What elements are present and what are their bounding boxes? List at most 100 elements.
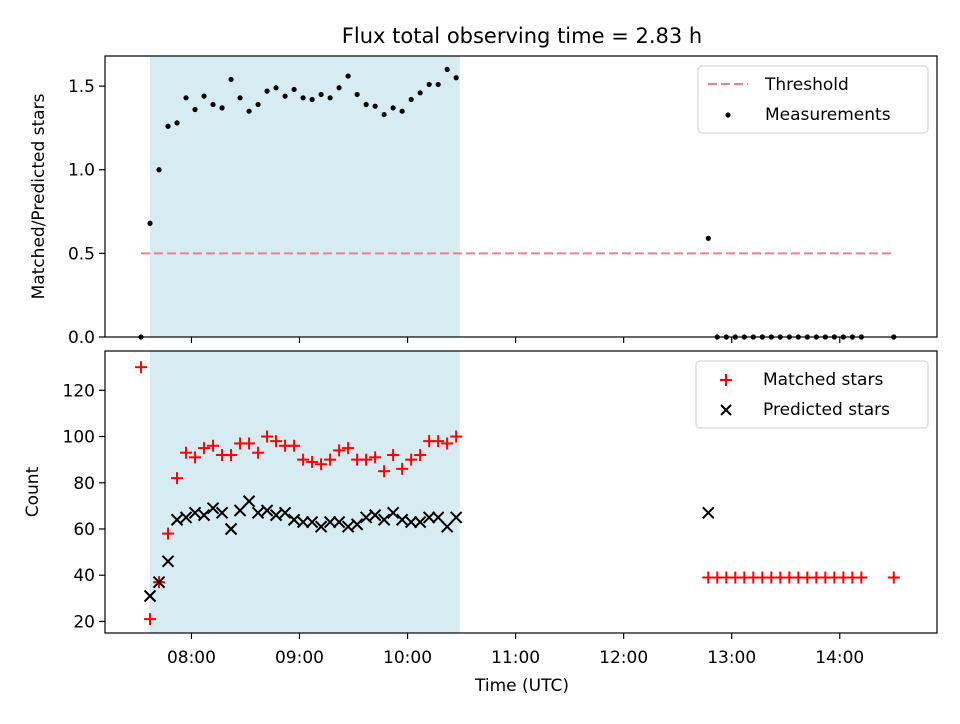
predicted-star-point — [386, 506, 400, 520]
measurement-point — [354, 91, 360, 98]
matched-star-point — [297, 453, 310, 466]
y-tick-label: 40 — [73, 566, 95, 586]
y-tick-label: 60 — [73, 520, 95, 540]
y-tick-label: 100 — [63, 428, 95, 448]
matched-star-point — [198, 442, 211, 455]
measurement-point — [372, 103, 378, 109]
predicted-star-point — [161, 555, 175, 568]
predicted-star-point — [287, 513, 301, 526]
y-tick-label: 0.0 — [68, 328, 95, 348]
matched-star-point — [144, 613, 157, 626]
top-legend: Threshold Measurements — [697, 65, 929, 134]
matched-star-point — [270, 435, 283, 448]
legend-measurements-label: Measurements — [765, 105, 891, 125]
x-tick-label: 08:00 — [167, 648, 216, 668]
legend-measurements-swatch — [725, 112, 731, 118]
matched-stars-points — [135, 361, 900, 626]
predicted-star-point — [449, 511, 463, 524]
measurement-point — [435, 81, 441, 88]
measurement-point — [219, 105, 225, 111]
top-y-ticks: 0.0 0.5 1.0 1.5 — [68, 77, 105, 348]
measurement-point — [201, 93, 207, 99]
measurement-point — [327, 95, 333, 101]
predicted-star-point — [702, 506, 715, 520]
measurement-point — [156, 167, 162, 173]
matched-star-point — [441, 437, 454, 450]
predicted-star-point — [143, 589, 157, 603]
predicted-star-point — [359, 511, 373, 524]
x-tick-label: 13:00 — [707, 648, 756, 668]
x-tick-label: 09:00 — [275, 648, 324, 668]
matched-star-point — [414, 449, 427, 462]
bottom-y-axis-label: Count — [23, 466, 43, 517]
legend-matched-swatch — [720, 374, 732, 386]
measurement-point — [318, 91, 324, 98]
matched-star-point — [387, 449, 400, 462]
matched-star-point — [405, 453, 418, 466]
matched-star-point — [369, 451, 382, 464]
matched-star-point — [450, 430, 463, 443]
top-legend-box — [697, 65, 929, 134]
predicted-star-point — [377, 513, 391, 526]
predicted-star-point — [224, 522, 238, 536]
predicted-stars-points — [143, 495, 715, 603]
bottom-panel: 20 40 60 80 100 120 08:00 09:00 10:00 11:00 12:00… — [23, 350, 938, 696]
x-tick-label: 12:00 — [599, 648, 648, 668]
bottom-y-ticks: 20 40 60 80 100 120 — [63, 381, 105, 632]
bottom-legend: Matched stars Predicted stars — [695, 360, 929, 429]
measurement-point — [282, 93, 288, 99]
predicted-star-point — [368, 508, 382, 522]
top-y-axis-label: Matched/Predicted stars — [29, 93, 49, 299]
predicted-star-point — [305, 515, 319, 529]
matched-star-point — [135, 361, 148, 374]
measurement-point — [453, 75, 459, 81]
matched-star-point — [324, 453, 337, 466]
matched-star-point — [396, 462, 409, 475]
predicted-star-point — [404, 515, 418, 529]
y-tick-label: 1.0 — [68, 161, 95, 181]
predicted-star-point — [269, 508, 283, 522]
measurement-point — [165, 123, 171, 129]
predicted-star-point — [251, 506, 265, 520]
measurement-point — [291, 86, 297, 93]
measurement-point — [408, 96, 414, 103]
matched-star-point — [855, 571, 868, 584]
predicted-star-point — [197, 508, 211, 522]
matched-star-point — [252, 446, 265, 459]
measurement-point — [246, 108, 252, 114]
legend-matched-label: Matched stars — [763, 370, 883, 390]
measurement-point — [192, 106, 198, 113]
measurement-point — [147, 220, 153, 226]
matched-star-point — [306, 455, 319, 468]
chart-title: Flux total observing time = 2.83 h — [342, 24, 702, 48]
predicted-star-point — [296, 515, 310, 529]
measurement-point — [390, 105, 396, 111]
predicted-star-point — [206, 501, 220, 515]
measurement-point — [417, 90, 423, 96]
measurement-point — [183, 95, 189, 101]
predicted-star-point — [188, 506, 202, 520]
predicted-star-point — [179, 511, 193, 524]
measurement-point — [300, 95, 306, 101]
measurement-point — [444, 66, 450, 72]
matched-star-point — [378, 465, 391, 478]
matched-star-point — [315, 458, 328, 471]
x-tick-label: 14:00 — [815, 648, 864, 668]
matched-star-point — [207, 439, 220, 452]
matched-star-point — [342, 442, 355, 455]
measurement-point — [255, 101, 261, 108]
y-tick-label: 20 — [73, 612, 95, 632]
predicted-star-point — [332, 515, 346, 529]
observing-span-bottom — [150, 351, 460, 633]
measurement-points — [138, 66, 897, 340]
predicted-star-point — [215, 506, 229, 520]
measurement-point — [228, 76, 234, 83]
matched-star-point — [180, 446, 193, 459]
matched-star-point — [333, 444, 346, 457]
measurement-point — [381, 111, 387, 118]
predicted-star-point — [260, 504, 274, 517]
top-panel: 0.0 0.5 1.0 1.5 Matched/Predicted stars Thr… — [29, 55, 938, 348]
measurement-point — [273, 85, 279, 91]
measurement-point — [705, 235, 711, 241]
